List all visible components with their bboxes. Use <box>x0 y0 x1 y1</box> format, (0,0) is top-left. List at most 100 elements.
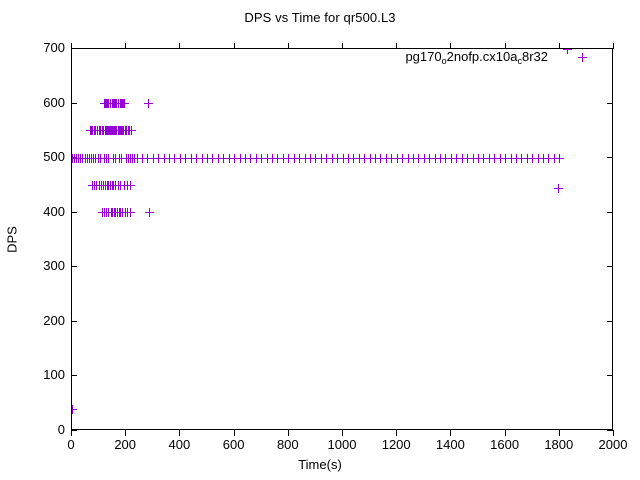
data-point <box>97 208 107 218</box>
data-point <box>127 126 137 136</box>
data-point <box>278 153 288 163</box>
data-point <box>92 126 102 136</box>
data-point <box>300 153 310 163</box>
data-point <box>553 183 563 193</box>
data-point <box>112 99 122 109</box>
data-point <box>235 153 245 163</box>
legend-subscript: c <box>517 56 522 66</box>
data-point <box>103 126 113 136</box>
data-point <box>224 153 234 163</box>
y-tick-mark <box>71 430 77 431</box>
data-point <box>126 208 136 218</box>
data-point <box>197 153 207 163</box>
data-point <box>72 153 79 163</box>
data-point <box>117 99 127 109</box>
y-tick-label: 400 <box>43 203 65 219</box>
x-tick-mark-top <box>613 43 614 49</box>
y-tick-mark-right <box>607 157 613 159</box>
data-point <box>113 126 123 136</box>
data-point <box>192 153 202 163</box>
y-tick-label: 100 <box>43 367 65 383</box>
data-point <box>181 153 191 163</box>
y-tick-mark <box>71 211 77 213</box>
data-point <box>322 153 332 163</box>
data-point <box>251 153 261 163</box>
data-point <box>113 208 123 218</box>
x-tick-label: 800 <box>276 437 299 452</box>
data-point <box>119 180 129 190</box>
data-point <box>80 153 90 163</box>
data-point <box>94 126 104 136</box>
data-point <box>490 153 500 163</box>
data-point <box>376 153 386 163</box>
data-point <box>93 153 103 163</box>
data-point <box>381 153 391 163</box>
data-point <box>555 153 565 163</box>
data-point <box>120 99 130 109</box>
x-tick-mark <box>613 430 614 436</box>
data-point <box>257 153 267 163</box>
data-point <box>289 153 299 163</box>
data-point <box>436 153 446 163</box>
data-point <box>84 153 94 163</box>
data-point <box>118 126 128 136</box>
data-point <box>116 126 126 136</box>
legend-text: pg170 <box>405 49 442 64</box>
data-point <box>101 99 111 109</box>
y-tick-label: 300 <box>43 258 65 274</box>
data-point <box>132 153 142 163</box>
y-tick-mark-right <box>607 102 613 104</box>
data-point <box>102 180 112 190</box>
data-point <box>148 153 158 163</box>
data-point <box>441 153 451 163</box>
data-point <box>517 153 527 163</box>
data-point <box>111 126 121 136</box>
data-point <box>100 153 110 163</box>
data-point <box>89 153 99 163</box>
data-point <box>111 208 121 218</box>
data-point <box>327 153 337 163</box>
data-point <box>392 153 402 163</box>
data-point <box>349 153 359 163</box>
data-point <box>105 126 115 136</box>
data-point <box>105 180 115 190</box>
data-point <box>143 153 153 163</box>
x-tick-mark-top <box>450 43 452 49</box>
data-point <box>213 153 223 163</box>
data-point <box>110 99 120 109</box>
data-point <box>311 153 321 163</box>
data-point <box>425 153 435 163</box>
data-points-layer <box>72 49 612 429</box>
x-axis-title: Time(s) <box>298 457 342 472</box>
legend-plus-icon <box>577 52 587 62</box>
data-point <box>203 153 212 163</box>
data-point <box>116 99 126 109</box>
x-tick-mark <box>125 430 127 436</box>
data-point <box>457 153 467 163</box>
data-point <box>102 208 112 218</box>
data-point <box>354 153 364 163</box>
x-tick-mark-top <box>558 43 560 49</box>
data-point <box>343 153 353 163</box>
data-point <box>102 153 112 163</box>
data-point <box>104 99 114 109</box>
y-tick-label: 700 <box>43 40 65 55</box>
data-point <box>100 99 110 109</box>
x-tick-label: 1400 <box>435 437 465 452</box>
data-point <box>104 153 114 163</box>
data-point <box>112 126 122 136</box>
data-point <box>230 153 240 163</box>
y-tick-mark-right <box>607 430 613 431</box>
data-point <box>94 180 104 190</box>
data-point <box>170 153 180 163</box>
y-tick-mark <box>71 266 77 268</box>
data-point <box>74 153 83 163</box>
x-tick-mark-top <box>179 43 181 49</box>
x-tick-label: 1000 <box>327 437 357 452</box>
legend-subscript: o <box>441 56 447 66</box>
data-point <box>125 126 135 136</box>
data-point <box>92 180 102 190</box>
data-point <box>114 208 124 218</box>
data-point <box>144 208 154 218</box>
x-tick-mark <box>233 430 235 436</box>
